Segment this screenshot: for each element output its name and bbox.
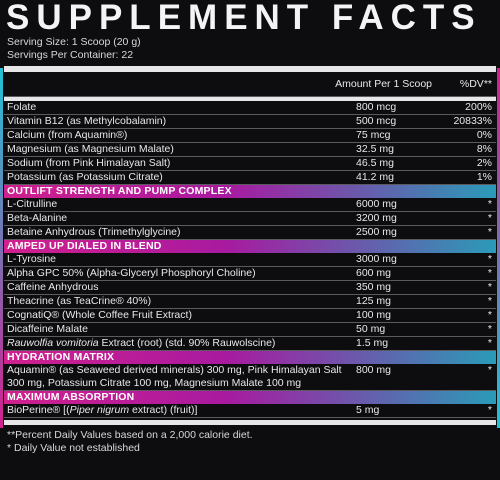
ingredient-latin-name: Piper nigrum xyxy=(69,404,130,416)
ingredient-name: Rauwolfia vomitoria Extract (root) (std.… xyxy=(4,337,356,350)
ingredient-dv: * xyxy=(487,309,492,321)
ingredient-dv: * xyxy=(487,404,492,416)
ingredient-dv: * xyxy=(487,295,492,307)
ingredient-amount: 800 mg xyxy=(356,364,392,376)
ingredient-row: Caffeine Anhydrous 350 mg * xyxy=(4,281,496,295)
nutrient-amount: 46.5 mg xyxy=(356,157,394,169)
nutrient-amount: 75 mcg xyxy=(356,129,391,141)
amount-column-header: Amount Per 1 Scoop xyxy=(335,77,432,90)
nutrient-name: Sodium (from Pink Himalayan Salt) xyxy=(7,157,171,169)
ingredient-name-detail: extract) (fruit)] xyxy=(129,404,198,416)
ingredient-amount: 50 mg xyxy=(356,323,386,335)
ingredient-name: Dicaffeine Malate xyxy=(7,323,88,335)
ingredient-amount: 350 mg xyxy=(356,281,392,293)
nutrient-name: Vitamin B12 (as Methylcobalamin) xyxy=(7,115,167,127)
nutrient-row: Potassium (as Potassium Citrate) 41.2 mg… xyxy=(4,171,496,185)
nutrient-name: Calcium (from Aquamin®) xyxy=(7,129,128,141)
nutrient-name: Magnesium (as Magnesium Malate) xyxy=(7,143,174,155)
nutrient-dv: 8% xyxy=(476,143,492,155)
ingredient-name: Alpha GPC 50% (Alpha-Glyceryl Phosphoryl… xyxy=(7,267,256,279)
ingredient-dv: * xyxy=(487,364,492,376)
serving-size: Serving Size: 1 Scoop (20 g) xyxy=(7,36,141,48)
ingredient-row: L-Tyrosine 3000 mg * xyxy=(4,253,496,267)
dv-column-header: %DV** xyxy=(459,77,492,90)
ingredient-row: Beta-Alanine 3200 mg * xyxy=(4,212,496,226)
ingredient-amount: 600 mg xyxy=(356,267,392,279)
nutrient-row: Vitamin B12 (as Methylcobalamin) 500 mcg… xyxy=(4,115,496,129)
ingredient-dv: * xyxy=(487,212,492,224)
nutrient-dv: 200% xyxy=(465,101,492,113)
ingredient-name: L-Citrulline xyxy=(7,198,58,210)
nutrient-row: Sodium (from Pink Himalayan Salt) 46.5 m… xyxy=(4,157,496,171)
ingredient-name: CognatiQ® (Whole Coffee Fruit Extract) xyxy=(7,309,192,321)
ingredient-row: Dicaffeine Malate 50 mg * xyxy=(4,323,496,337)
nutrient-amount: 500 mcg xyxy=(356,115,397,127)
section-header-amped: AMPED UP DIALED IN BLEND xyxy=(4,240,496,253)
ingredient-amount: 3000 mg xyxy=(356,253,397,265)
ingredient-amount: 125 mg xyxy=(356,295,392,307)
ingredient-name: Theacrine (as TeaCrine® 40%) xyxy=(7,295,152,307)
ingredient-dv: * xyxy=(487,253,492,265)
nutrient-name: Folate xyxy=(7,101,37,113)
ingredient-dv: * xyxy=(487,267,492,279)
panel-title: SUPPLEMENT FACTS xyxy=(6,0,482,36)
ingredient-name: Caffeine Anhydrous xyxy=(7,281,99,293)
nutrient-name: Potassium (as Potassium Citrate) xyxy=(7,171,163,183)
ingredient-dv: * xyxy=(487,226,492,238)
ingredient-name: Aquamin® (as Seaweed derived minerals) 3… xyxy=(7,364,342,389)
ingredient-name: Betaine Anhydrous (Trimethylglycine) xyxy=(7,226,181,238)
ingredient-row: Theacrine (as TeaCrine® 40%) 125 mg * xyxy=(4,295,496,309)
ingredient-name: BioPerine® [(Piper nigrum extract) (frui… xyxy=(4,404,356,417)
nutrient-row: Calcium (from Aquamin®) 75 mcg 0% xyxy=(4,129,496,143)
ingredient-dv: * xyxy=(487,337,492,349)
nutrient-amount: 800 mcg xyxy=(356,101,397,113)
nutrient-dv: 20833% xyxy=(453,115,492,127)
ingredient-row: Betaine Anhydrous (Trimethylglycine) 250… xyxy=(4,226,496,240)
nutrient-dv: 2% xyxy=(476,157,492,169)
ingredient-amount: 100 mg xyxy=(356,309,392,321)
ingredient-row: Alpha GPC 50% (Alpha-Glyceryl Phosphoryl… xyxy=(4,267,496,281)
ingredient-amount: 1.5 mg xyxy=(356,337,389,349)
ingredient-name-detail: Extract (root) (std. 90% Rauwolscine) xyxy=(98,337,276,349)
section-header-hydration: HYDRATION MATRIX xyxy=(4,351,496,364)
ingredient-row: CognatiQ® (Whole Coffee Fruit Extract) 1… xyxy=(4,309,496,323)
ingredient-amount: 2500 mg xyxy=(356,226,397,238)
ingredient-row: L-Citrulline 6000 mg * xyxy=(4,198,496,212)
ingredient-name: L-Tyrosine xyxy=(7,253,57,265)
top-divider xyxy=(4,66,496,72)
ingredient-amount: 3200 mg xyxy=(356,212,397,224)
section-header-outlift: OUTLIFT STRENGTH AND PUMP COMPLEX xyxy=(4,185,496,198)
ingredient-name-prefix: BioPerine® [( xyxy=(7,404,70,416)
footnote-dv-not-established: * Daily Value not established xyxy=(7,442,140,454)
ingredient-latin-name: Rauwolfia vomitoria xyxy=(7,337,99,349)
vitamins-list: Folate 800 mcg 200% Vitamin B12 (as Meth… xyxy=(4,101,496,185)
column-header-row: Amount Per 1 Scoop %DV** xyxy=(4,72,496,97)
nutrient-amount: 32.5 mg xyxy=(356,143,394,155)
ingredient-dv: * xyxy=(487,281,492,293)
ingredient-row: Rauwolfia vomitoria Extract (root) (std.… xyxy=(4,337,496,351)
servings-per-container: Servings Per Container: 22 xyxy=(7,49,134,61)
nutrient-row: Folate 800 mcg 200% xyxy=(4,101,496,115)
ingredient-row: BioPerine® [(Piper nigrum extract) (frui… xyxy=(4,404,496,418)
ingredient-dv: * xyxy=(487,198,492,210)
ingredient-name: Beta-Alanine xyxy=(7,212,68,224)
header-divider xyxy=(4,97,496,101)
ingredient-row: Aquamin® (as Seaweed derived minerals) 3… xyxy=(4,364,496,391)
ingredient-dv: * xyxy=(487,323,492,335)
footnote-percent-dv: **Percent Daily Values based on a 2,000 … xyxy=(7,429,253,441)
nutrient-amount: 41.2 mg xyxy=(356,171,394,183)
ingredient-amount: 6000 mg xyxy=(356,198,397,210)
nutrient-row: Magnesium (as Magnesium Malate) 32.5 mg … xyxy=(4,143,496,157)
bottom-divider xyxy=(4,420,496,425)
left-accent-edge xyxy=(0,68,3,428)
nutrient-dv: 0% xyxy=(476,129,492,141)
nutrient-dv: 1% xyxy=(476,171,492,183)
right-accent-edge xyxy=(497,68,500,428)
section-header-absorption: MAXIMUM ABSORPTION xyxy=(4,391,496,404)
ingredient-amount: 5 mg xyxy=(356,404,380,416)
